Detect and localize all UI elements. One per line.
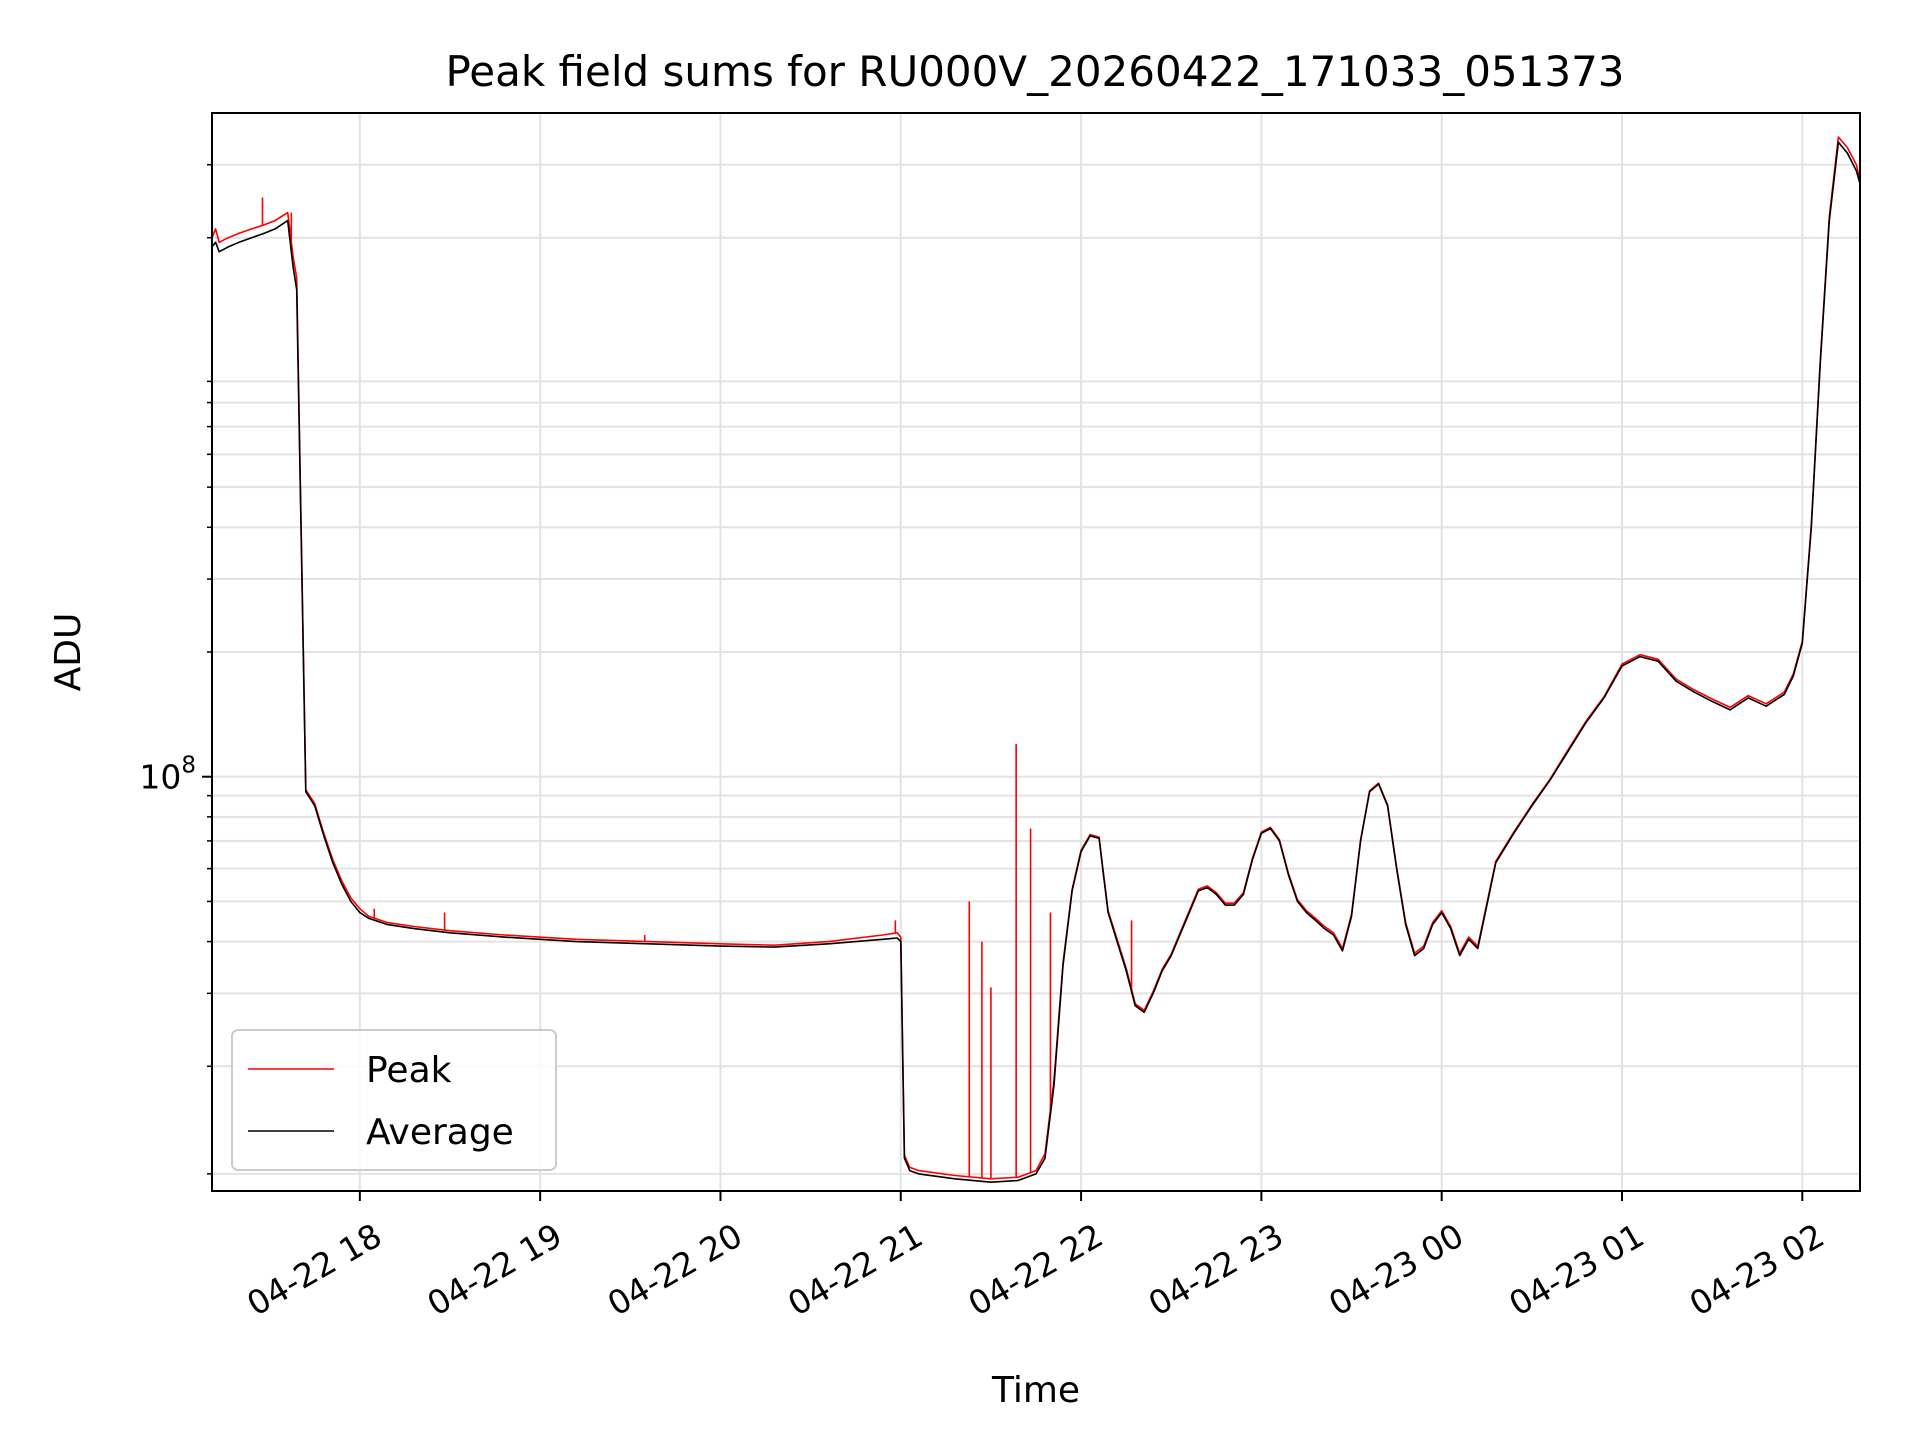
legend: Peak Average xyxy=(231,1029,557,1171)
series-layer xyxy=(211,136,1861,1183)
x-axis-label: Time xyxy=(991,1370,1080,1411)
y-tick-label: 108 xyxy=(139,753,196,797)
legend-box xyxy=(231,1029,557,1171)
average-series-line xyxy=(211,141,1861,1183)
y-axis-label: ADU xyxy=(48,613,89,692)
legend-average-label: Average xyxy=(366,1112,514,1153)
y-tick-label-base: 10 xyxy=(139,758,181,797)
peak-series-line xyxy=(211,136,1861,1180)
y-tick-label-exponent: 8 xyxy=(181,753,196,779)
chart-title: Peak field sums for RU000V_20260422_1710… xyxy=(445,47,1624,96)
legend-peak-label: Peak xyxy=(366,1050,452,1091)
